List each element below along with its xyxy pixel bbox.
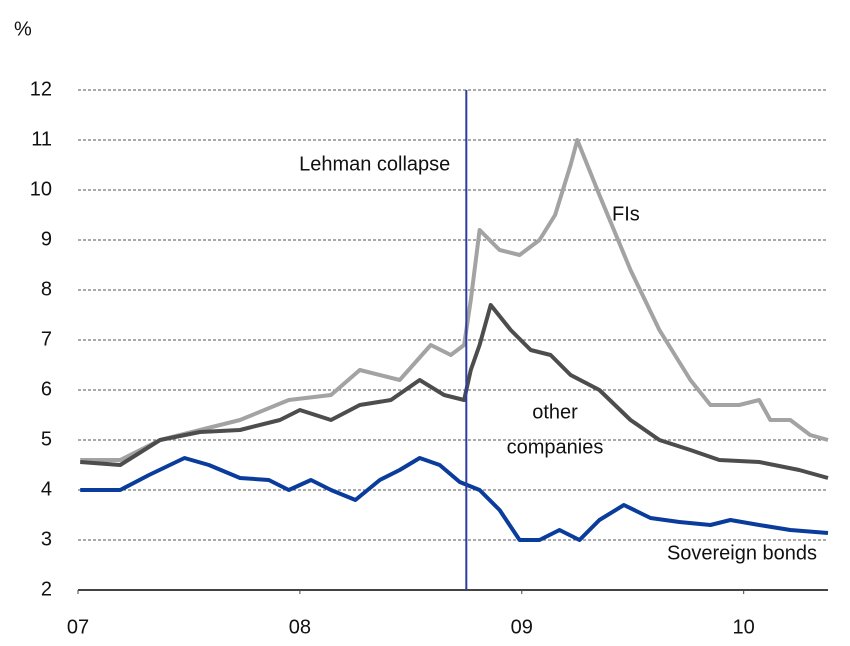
x-tick-label: 10 — [733, 616, 755, 638]
x-tick-label: 08 — [289, 616, 311, 638]
y-tick-label: 5 — [41, 428, 52, 450]
y-tick-label: 7 — [41, 328, 52, 350]
y-tick-label: 3 — [41, 528, 52, 550]
series-line — [80, 456, 829, 542]
y-unit: % — [14, 18, 32, 40]
series-label: Sovereign bonds — [667, 542, 817, 564]
y-tick-label: 8 — [41, 278, 52, 300]
series-label: other — [532, 401, 578, 423]
y-tick-label: 11 — [31, 128, 52, 150]
y-tick-label: 9 — [41, 228, 52, 250]
y-tick-label: 4 — [41, 478, 52, 500]
series-label: companies — [507, 436, 604, 458]
x-tick-label: 07 — [67, 616, 89, 638]
y-tick-label: 10 — [30, 178, 52, 200]
series-line — [80, 138, 829, 462]
series-line — [80, 303, 829, 480]
y-tick-label: 6 — [41, 378, 52, 400]
event-label: Lehman collapse — [299, 153, 450, 175]
y-tick-label: 12 — [30, 78, 52, 100]
series-label: FIs — [612, 203, 640, 225]
y-tick-label: 2 — [41, 578, 52, 600]
x-tick-label: 09 — [511, 616, 533, 638]
